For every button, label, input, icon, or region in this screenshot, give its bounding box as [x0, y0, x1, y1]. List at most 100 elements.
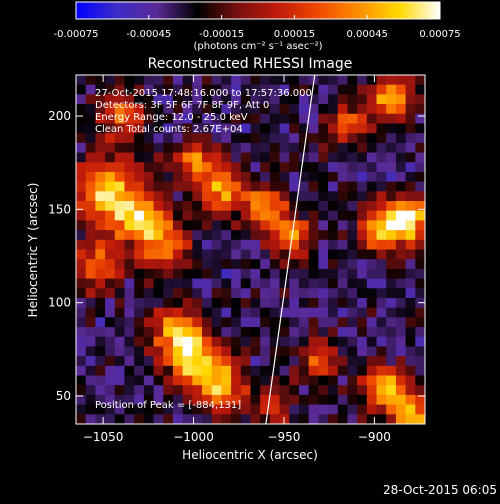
heatmap-cell [134, 201, 145, 212]
heatmap-cell [347, 171, 358, 183]
heatmap-cell [124, 394, 135, 406]
heatmap-cell [328, 404, 339, 415]
heatmap-cell [211, 133, 223, 144]
heatmap-cell [211, 365, 223, 377]
heatmap-cell [308, 162, 319, 173]
heatmap-cell [395, 104, 407, 115]
heatmap-cell [240, 336, 252, 348]
heatmap-cell [357, 94, 368, 105]
heatmap-cell [250, 142, 261, 154]
heatmap-cell [240, 365, 252, 377]
heatmap-cell [114, 385, 126, 396]
heatmap-cell [134, 171, 145, 183]
heatmap-cell [415, 162, 425, 173]
heatmap-cell [386, 210, 397, 222]
heatmap-cell [134, 385, 145, 396]
heatmap-cell [289, 317, 300, 328]
heatmap-cell [250, 152, 261, 163]
heatmap-cell [192, 268, 203, 280]
heatmap-cell [298, 220, 310, 231]
heatmap-cell [124, 220, 135, 231]
heatmap-cell [386, 317, 397, 328]
heatmap-cell [172, 75, 184, 86]
heatmap-cell [76, 201, 87, 212]
heatmap-cell [231, 210, 242, 222]
heatmap-cell [240, 268, 252, 280]
heatmap-cell [76, 171, 87, 183]
heatmap-cell [415, 75, 425, 86]
heatmap-cell [85, 94, 96, 105]
heatmap-cell [318, 133, 329, 144]
heatmap-cell [289, 220, 300, 231]
heatmap-cell [337, 278, 349, 289]
heatmap-cell [386, 307, 397, 318]
heatmap-cell [347, 297, 358, 309]
heatmap-cell [415, 142, 425, 154]
heatmap-cell [211, 259, 223, 270]
heatmap-cell [172, 201, 184, 212]
heatmap-cell [95, 239, 106, 251]
heatmap-cell [95, 278, 106, 289]
heatmap-cell [395, 162, 407, 173]
heatmap-cell [318, 94, 329, 105]
heatmap-cell [269, 414, 281, 424]
heatmap-cell [95, 336, 106, 348]
heatmap-cell [366, 259, 378, 270]
heatmap-cell [192, 171, 203, 183]
heatmap-cell [192, 404, 203, 415]
heatmap-cell [182, 414, 193, 424]
heatmap-cell [308, 297, 319, 309]
heatmap-cell [289, 230, 300, 241]
heatmap-cell [134, 327, 145, 338]
heatmap-cell [153, 288, 164, 299]
heatmap-cell [105, 268, 116, 280]
heatmap-cell [337, 365, 349, 377]
heatmap-cell [231, 113, 242, 125]
heatmap-cell [153, 356, 164, 367]
heatmap-cell [405, 152, 416, 163]
heatmap-cell [240, 123, 252, 134]
heatmap-cell [163, 75, 174, 86]
heatmap-cell [105, 336, 116, 348]
heatmap-cell [143, 104, 155, 115]
heatmap-cell [202, 259, 213, 270]
heatmap-cell [308, 307, 319, 318]
heatmap-cell [308, 84, 319, 95]
heatmap-cell [260, 191, 271, 202]
heatmap-cell [172, 268, 184, 280]
heatmap-cell [95, 385, 106, 396]
heatmap-cell [182, 123, 193, 134]
heatmap-cell [143, 259, 155, 270]
heatmap-cell [260, 104, 271, 115]
heatmap-cell [143, 414, 155, 424]
heatmap-cell [153, 94, 164, 105]
heatmap-cell [85, 113, 96, 125]
heatmap-cell [182, 94, 193, 105]
heatmap-cell [202, 191, 213, 202]
heatmap-cell [405, 356, 416, 367]
heatmap-cell [202, 268, 213, 280]
heatmap-cell [289, 142, 300, 154]
heatmap-cell [357, 123, 368, 134]
heatmap-cell [105, 317, 116, 328]
heatmap-cell [240, 346, 252, 357]
heatmap-cell [279, 220, 290, 231]
heatmap-cell [308, 375, 319, 386]
heatmap-cell [376, 249, 387, 260]
heatmap-cell [415, 181, 425, 192]
heatmap-cell [163, 201, 174, 212]
heatmap-cell [376, 297, 387, 309]
heatmap-cell [337, 201, 349, 212]
heatmap-cell [163, 210, 174, 222]
heatmap-cell [347, 133, 358, 144]
heatmap-cell [415, 317, 425, 328]
heatmap-cell [76, 278, 87, 289]
heatmap-cell [357, 259, 368, 270]
heatmap-cell [357, 75, 368, 86]
heatmap-cell [134, 84, 145, 95]
heatmap-cell [192, 152, 203, 163]
heatmap-cell [366, 104, 378, 115]
heatmap-cell [231, 239, 242, 251]
heatmap-cell [192, 162, 203, 173]
heatmap-cell [172, 239, 184, 251]
